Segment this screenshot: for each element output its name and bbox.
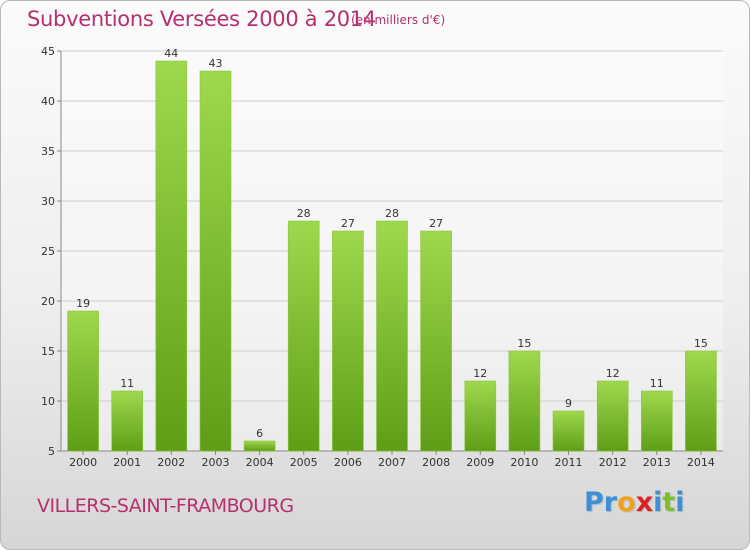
bar-value-label: 19 bbox=[76, 297, 90, 310]
bar-value-label: 28 bbox=[297, 207, 311, 220]
logo-letter: t bbox=[662, 487, 676, 518]
bar-value-label: 43 bbox=[209, 57, 223, 70]
bar-value-label: 44 bbox=[164, 47, 178, 60]
y-tick-label: 25 bbox=[41, 245, 55, 258]
bar-value-label: 9 bbox=[565, 397, 572, 410]
bar-value-label: 27 bbox=[341, 217, 355, 230]
bar bbox=[332, 230, 364, 452]
bar bbox=[67, 310, 99, 452]
x-tick-label: 2005 bbox=[290, 456, 318, 469]
bar bbox=[685, 350, 717, 452]
x-tick-label: 2011 bbox=[555, 456, 583, 469]
bar bbox=[420, 230, 452, 452]
logo-letter: x bbox=[635, 487, 654, 518]
y-tick-label: 45 bbox=[41, 45, 55, 58]
chart-title: Subventions Versées 2000 à 2014 bbox=[27, 7, 376, 31]
bar bbox=[111, 390, 143, 452]
bar bbox=[287, 220, 320, 452]
proxiti-logo: Proxiti bbox=[584, 487, 685, 518]
logo-letter: i bbox=[675, 487, 685, 518]
y-tick-label: 15 bbox=[41, 345, 55, 358]
bar-value-label: 12 bbox=[606, 367, 620, 380]
logo-letter: o bbox=[617, 487, 636, 518]
bar bbox=[508, 350, 541, 452]
bar-value-label: 15 bbox=[517, 337, 531, 350]
bar bbox=[552, 410, 585, 452]
x-tick-label: 2008 bbox=[422, 456, 450, 469]
x-tick-label: 2001 bbox=[113, 456, 141, 469]
x-tick-label: 2003 bbox=[202, 456, 230, 469]
bar bbox=[596, 380, 629, 452]
bar-value-label: 11 bbox=[120, 377, 134, 390]
y-tick-label: 10 bbox=[41, 395, 55, 408]
y-tick-label: 30 bbox=[41, 195, 55, 208]
logo-letter: r bbox=[603, 487, 618, 518]
bar-value-label: 15 bbox=[694, 337, 708, 350]
chart-unit: (en milliers d'€) bbox=[351, 13, 446, 27]
bar-value-label: 28 bbox=[385, 207, 399, 220]
x-tick-label: 2004 bbox=[246, 456, 274, 469]
bar-value-label: 11 bbox=[650, 377, 664, 390]
bar-value-label: 27 bbox=[429, 217, 443, 230]
bar bbox=[376, 220, 408, 452]
bar bbox=[464, 380, 497, 452]
x-tick-label: 2007 bbox=[378, 456, 406, 469]
logo-letter: P bbox=[584, 487, 604, 518]
x-tick-label: 2006 bbox=[334, 456, 362, 469]
x-tick-label: 2000 bbox=[69, 456, 97, 469]
bar bbox=[243, 440, 276, 452]
town-name: VILLERS-SAINT-FRAMBOURG bbox=[37, 495, 294, 517]
logo-letter: i bbox=[653, 487, 663, 518]
x-tick-label: 2010 bbox=[510, 456, 538, 469]
bar bbox=[640, 390, 673, 452]
x-tick-label: 2013 bbox=[643, 456, 671, 469]
x-tick-label: 2014 bbox=[687, 456, 715, 469]
y-tick-label: 5 bbox=[48, 445, 55, 458]
y-tick-label: 35 bbox=[41, 145, 55, 158]
bar-value-label: 12 bbox=[473, 367, 487, 380]
x-tick-label: 2012 bbox=[599, 456, 627, 469]
x-tick-label: 2002 bbox=[157, 456, 185, 469]
y-tick-label: 20 bbox=[41, 295, 55, 308]
bar-value-label: 6 bbox=[256, 427, 263, 440]
y-tick-label: 40 bbox=[41, 95, 55, 108]
bar bbox=[199, 70, 232, 452]
bar bbox=[155, 60, 188, 452]
x-tick-label: 2009 bbox=[466, 456, 494, 469]
